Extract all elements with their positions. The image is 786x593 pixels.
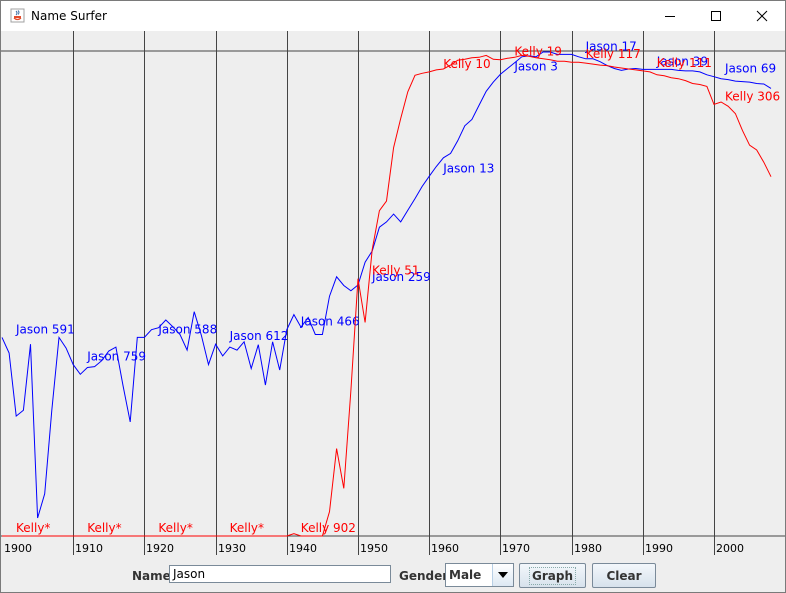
x-tick-label: 1990 bbox=[645, 542, 673, 555]
data-label: Jason 591 bbox=[15, 322, 75, 336]
data-label: Kelly 902 bbox=[301, 521, 356, 535]
data-label: Kelly 51 bbox=[372, 264, 420, 278]
x-tick-label: 1900 bbox=[4, 542, 32, 555]
data-label: Jason 13 bbox=[442, 161, 494, 175]
data-label: Jason 612 bbox=[229, 329, 289, 343]
data-label: Kelly 111 bbox=[657, 56, 712, 70]
x-tick-label: 1980 bbox=[574, 542, 602, 555]
data-label: Jason 259 bbox=[371, 270, 431, 284]
x-tick-label: 1970 bbox=[502, 542, 530, 555]
series-line-kelly bbox=[2, 54, 772, 537]
data-label: Kelly* bbox=[158, 521, 192, 535]
chevron-down-icon bbox=[498, 572, 508, 578]
x-tick-label: 1920 bbox=[146, 542, 174, 555]
data-label: Jason 759 bbox=[86, 350, 146, 364]
gender-selected-value: Male bbox=[449, 568, 482, 582]
x-tick-label: 1960 bbox=[431, 542, 459, 555]
dropdown-arrow-button[interactable] bbox=[492, 564, 513, 586]
data-label: Kelly 117 bbox=[586, 47, 641, 61]
data-label: Jason 466 bbox=[300, 315, 360, 329]
minimize-button[interactable] bbox=[647, 1, 693, 31]
close-icon bbox=[756, 10, 768, 22]
name-input[interactable]: Jason bbox=[169, 565, 391, 583]
close-button[interactable] bbox=[739, 1, 785, 31]
x-tick-label: 1930 bbox=[218, 542, 246, 555]
x-tick-label: 2000 bbox=[716, 542, 744, 555]
window-title: Name Surfer bbox=[31, 9, 107, 23]
title-bar[interactable]: Name Surfer bbox=[1, 1, 785, 31]
name-label: Name bbox=[132, 569, 171, 583]
graph-button[interactable]: Graph bbox=[519, 563, 586, 588]
data-label: Kelly 19 bbox=[514, 45, 562, 59]
data-label: Kelly* bbox=[230, 521, 264, 535]
data-label: Kelly* bbox=[16, 521, 50, 535]
maximize-button[interactable] bbox=[693, 1, 739, 31]
maximize-icon bbox=[711, 11, 721, 21]
data-label: Jason 69 bbox=[724, 62, 776, 76]
data-label: Jason 17 bbox=[585, 39, 637, 53]
data-label: Kelly 10 bbox=[443, 57, 491, 71]
data-label: Kelly* bbox=[87, 521, 121, 535]
data-label: Jason 3 bbox=[513, 59, 558, 73]
control-bar: Name Jason Gender Male Graph Clear bbox=[1, 557, 785, 593]
data-label: Jason 588 bbox=[157, 322, 217, 336]
x-tick-label: 1910 bbox=[75, 542, 103, 555]
gender-label: Gender bbox=[399, 569, 449, 583]
clear-button-label: Clear bbox=[606, 568, 642, 583]
clear-button[interactable]: Clear bbox=[592, 563, 656, 588]
java-app-icon bbox=[10, 8, 25, 23]
x-tick-label: 1950 bbox=[360, 542, 388, 555]
name-popularity-chart: 1900 1910 1920 1930 1940 1950 1960 1970 1980 1990… bbox=[1, 31, 785, 555]
data-label: Jason 39 bbox=[656, 54, 708, 68]
x-tick-label: 1940 bbox=[289, 542, 317, 555]
minimize-icon bbox=[665, 16, 675, 17]
graph-button-label: Graph bbox=[529, 566, 576, 585]
series-line-jason bbox=[1, 51, 772, 519]
data-label: Kelly 306 bbox=[725, 89, 780, 103]
gender-dropdown[interactable]: Male bbox=[445, 563, 514, 587]
graph-canvas: 1900 1910 1920 1930 1940 1950 1960 1970 1980 1990… bbox=[1, 31, 785, 555]
